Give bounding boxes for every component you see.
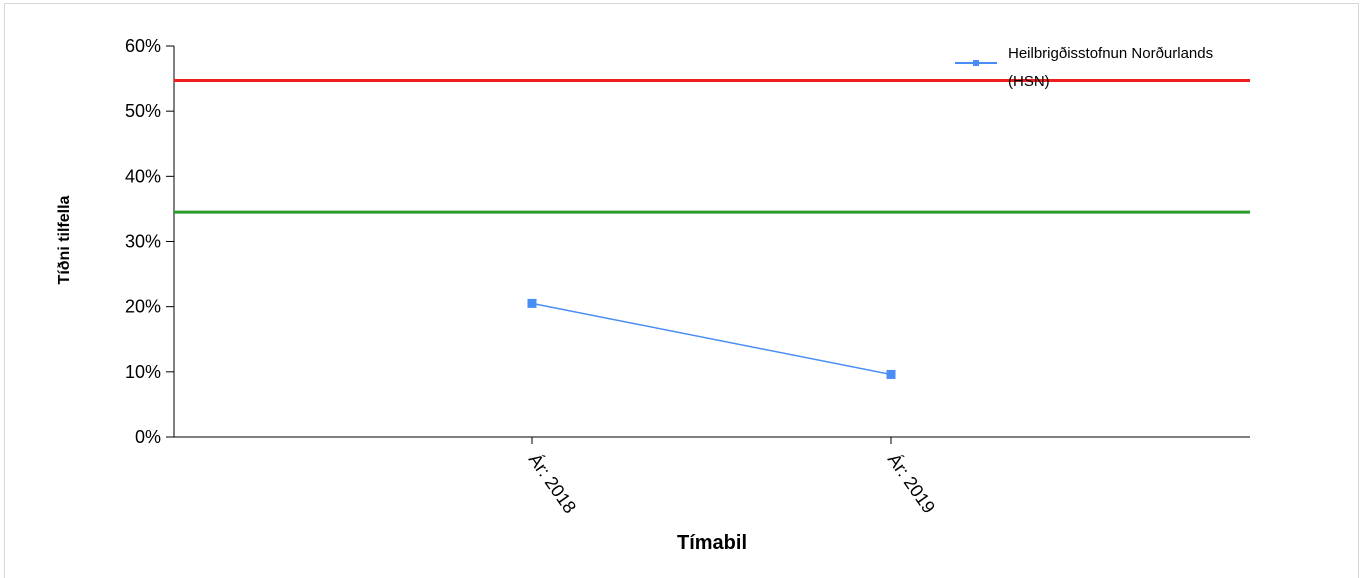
data-point: [886, 369, 896, 379]
x-tick-label: Ár: 2018: [525, 450, 580, 517]
legend-series-swatch-marker: [973, 60, 979, 66]
data-point: [527, 298, 537, 308]
x-tick-label: Ár: 2019: [884, 450, 939, 517]
reference-lines: [174, 79, 1250, 214]
y-tick-label: 60%: [125, 36, 161, 56]
series-group: [527, 298, 896, 379]
y-tick-label: 10%: [125, 362, 161, 382]
series-line: [531, 302, 892, 376]
legend-series-label-line-1: Heilbrigðisstofnun Norðurlands: [1008, 45, 1213, 62]
y-tick-label: 20%: [125, 297, 161, 317]
y-tick-label: 0%: [135, 427, 161, 447]
y-tick-label: 40%: [125, 166, 161, 186]
y-tick-label: 50%: [125, 101, 161, 121]
legend[interactable]: Heilbrigðisstofnun Norðurlands (HSN): [955, 45, 1213, 90]
y-tick-label: 30%: [125, 232, 161, 252]
legend-series-label-line-2: (HSN): [1008, 73, 1050, 90]
chart-frame: [4, 3, 1359, 578]
y-axis: 0% 10% 20% 30% 40% 50% 60%: [125, 36, 175, 447]
y-axis-title: Tíðni tilfella: [56, 195, 73, 284]
x-axis-title: Tímabil: [677, 532, 747, 554]
x-axis: Ár: 2018 Ár: 2019: [174, 436, 1250, 517]
